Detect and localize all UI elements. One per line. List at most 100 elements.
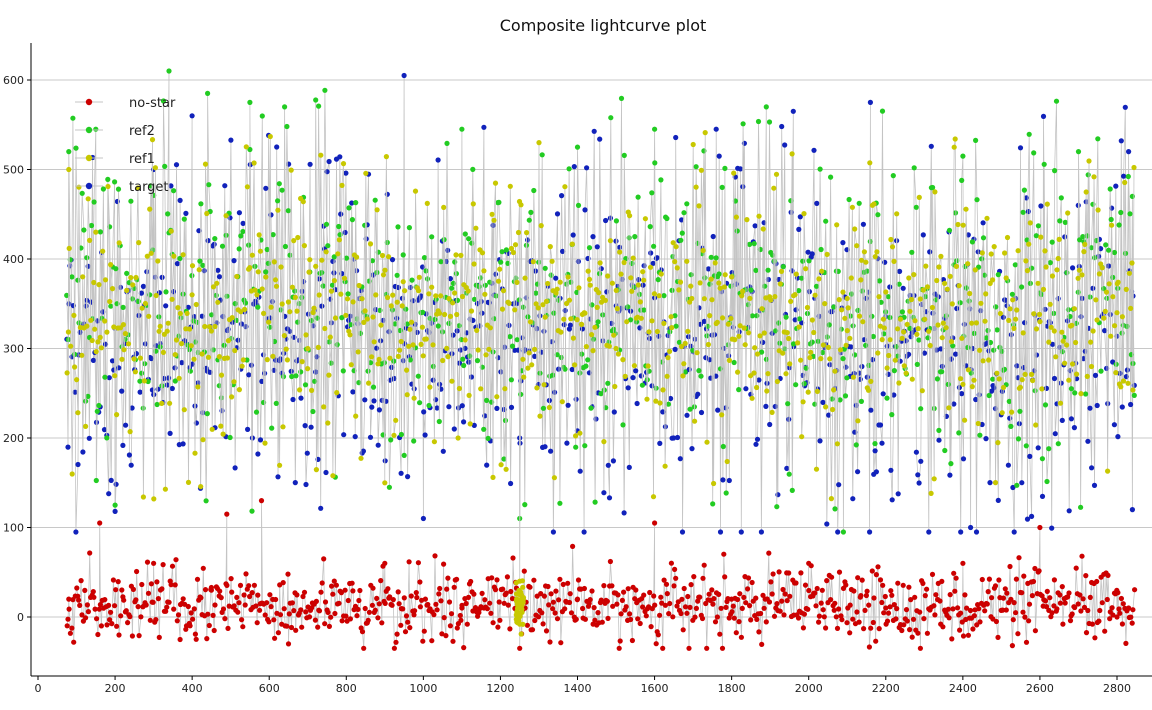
data-point	[671, 583, 677, 589]
data-point	[313, 97, 319, 103]
data-point	[926, 328, 932, 334]
data-point	[1096, 271, 1102, 277]
data-point	[157, 323, 163, 329]
data-point	[799, 320, 805, 326]
data-point	[849, 204, 856, 210]
data-point	[714, 614, 721, 620]
data-point	[201, 268, 207, 274]
data-point	[120, 322, 126, 328]
data-point	[599, 619, 605, 625]
data-point	[231, 258, 237, 264]
data-point	[747, 241, 753, 247]
data-point	[716, 271, 722, 277]
data-point	[1089, 621, 1095, 627]
data-point	[879, 440, 885, 446]
data-point	[114, 412, 120, 418]
data-point	[347, 332, 353, 338]
data-point	[1105, 401, 1111, 407]
data-point	[891, 258, 897, 264]
data-point	[753, 441, 759, 447]
data-point	[591, 128, 597, 134]
data-point	[884, 395, 890, 401]
data-point	[889, 497, 895, 503]
data-point	[685, 593, 691, 600]
data-point	[446, 296, 452, 302]
data-point	[946, 405, 952, 411]
data-point	[528, 209, 534, 215]
data-point	[670, 614, 676, 620]
data-point	[222, 183, 228, 189]
data-point	[192, 631, 198, 637]
data-point	[1127, 211, 1133, 217]
data-point	[389, 257, 396, 263]
data-point	[225, 625, 231, 632]
legend-label: ref2	[129, 124, 155, 139]
data-point	[462, 231, 468, 237]
data-point	[135, 185, 141, 191]
data-point	[156, 328, 162, 334]
data-point	[220, 606, 227, 612]
data-point	[1024, 237, 1030, 243]
data-point	[761, 330, 767, 336]
data-point	[811, 329, 817, 336]
data-point	[141, 378, 147, 384]
data-point	[1091, 482, 1098, 488]
data-point	[671, 435, 677, 441]
data-point	[476, 609, 482, 616]
data-point	[162, 163, 168, 169]
data-point	[856, 313, 863, 319]
data-point	[733, 630, 739, 636]
data-point	[817, 438, 823, 444]
data-point	[881, 610, 887, 616]
data-point	[306, 614, 313, 620]
data-point	[673, 323, 679, 329]
data-point	[864, 588, 870, 594]
data-point	[436, 591, 442, 597]
data-point	[386, 484, 392, 490]
data-point	[205, 90, 211, 96]
data-point	[249, 590, 255, 596]
data-point	[255, 304, 261, 310]
data-point	[734, 228, 740, 234]
data-point	[874, 249, 880, 255]
data-point	[980, 235, 987, 241]
data-point	[901, 622, 907, 628]
data-point	[691, 574, 697, 580]
data-point	[812, 401, 818, 407]
data-point	[371, 398, 377, 404]
data-point	[163, 289, 169, 295]
data-point	[963, 206, 969, 212]
data-point	[737, 166, 744, 172]
data-point	[65, 329, 71, 335]
data-point	[329, 583, 335, 589]
data-point	[1014, 482, 1020, 488]
data-point	[777, 340, 783, 346]
data-point	[1040, 286, 1047, 292]
data-point	[657, 440, 663, 446]
data-point	[763, 619, 769, 625]
data-point	[872, 448, 878, 454]
data-point	[212, 236, 218, 242]
data-point	[363, 170, 369, 176]
x-tick-label: 1800	[718, 682, 746, 695]
data-point	[908, 296, 915, 303]
data-point	[1079, 272, 1085, 278]
data-point	[533, 301, 539, 307]
data-point	[1057, 592, 1063, 598]
data-point	[487, 325, 493, 331]
data-point	[319, 303, 325, 309]
legend-marker	[85, 182, 93, 190]
data-point	[962, 417, 968, 423]
data-point	[886, 352, 892, 359]
data-point	[108, 609, 114, 615]
data-point	[67, 630, 73, 636]
data-point	[321, 404, 327, 410]
data-point	[888, 588, 894, 594]
data-point	[587, 597, 593, 603]
data-point	[394, 631, 400, 637]
data-point	[803, 365, 809, 371]
data-point	[906, 275, 912, 281]
data-point	[701, 296, 708, 302]
data-point	[1014, 363, 1020, 369]
data-point	[113, 481, 119, 487]
